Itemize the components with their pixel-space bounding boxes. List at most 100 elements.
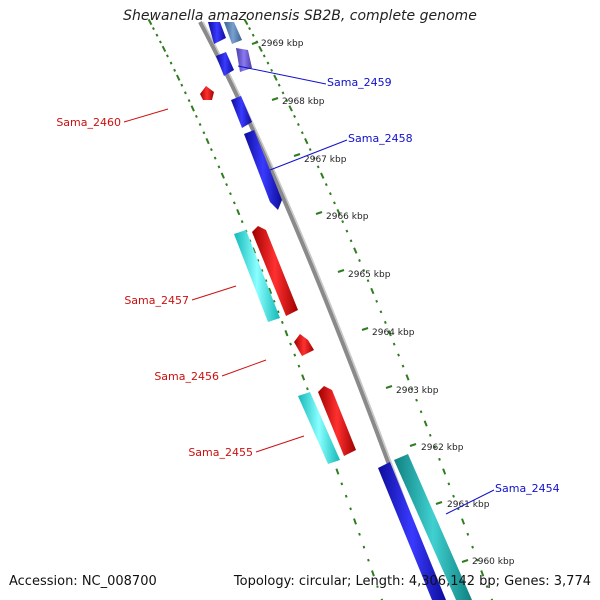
tick-mark <box>272 299 276 303</box>
tick-mark <box>284 330 289 337</box>
tick-mark <box>205 137 210 145</box>
tick-mark <box>471 545 474 549</box>
tick-mark <box>190 105 195 112</box>
tick-mark <box>277 83 281 87</box>
tick-mark <box>270 68 274 72</box>
tick-mark <box>452 494 455 498</box>
gene-forward-sama-2458[interactable] <box>244 130 282 210</box>
tick-mark <box>300 131 304 135</box>
kbp-label: 2969 kbp <box>261 39 304 49</box>
tick-mark <box>280 320 284 324</box>
gene-forward-sama-2458-a[interactable] <box>231 96 252 128</box>
tick-mark <box>333 201 336 205</box>
gene-forward-teal[interactable] <box>394 454 472 600</box>
gene-reverse-sama-2460[interactable] <box>200 86 214 100</box>
tick-mark <box>180 83 184 87</box>
gene-label-forward[interactable]: Sama_2454 <box>495 482 560 495</box>
tick-mark <box>371 570 375 577</box>
tick-mark <box>358 532 361 536</box>
tick-mark <box>285 99 289 103</box>
gene-reverse-sama-2457[interactable] <box>252 226 298 316</box>
gene-forward-steel[interactable] <box>224 22 242 44</box>
gene-label-forward[interactable]: Sama_2458 <box>348 132 413 145</box>
kbp-label: 2963 kbp <box>396 386 439 396</box>
tick-mark <box>387 330 392 337</box>
tick-mark <box>392 342 396 346</box>
tick-mark <box>161 45 167 53</box>
gene-label-reverse[interactable]: Sama_2457 <box>124 294 189 307</box>
gene-label-reverse[interactable]: Sama_2455 <box>188 446 253 459</box>
tick-mark <box>316 165 320 169</box>
kbp-label: 2966 kbp <box>326 212 369 222</box>
tick-mark <box>358 258 361 263</box>
tick-mark <box>183 91 187 95</box>
gene-forward-sama-2459[interactable] <box>216 52 234 76</box>
tick-mark <box>297 364 301 368</box>
tick-mark <box>490 598 494 600</box>
tick-mark <box>155 33 159 37</box>
tick-mark <box>289 342 292 346</box>
tick-mark <box>281 91 285 95</box>
tick-mark <box>187 99 191 103</box>
tick-mark <box>288 105 293 112</box>
tick-mark <box>225 183 229 187</box>
tick-mark <box>405 374 410 381</box>
kbp-label: 2961 kbp <box>447 500 490 510</box>
gene-label-forward[interactable]: Sama_2459 <box>327 76 392 89</box>
tick-mark <box>349 239 353 243</box>
tick-mark <box>260 269 264 272</box>
outer-tick-track <box>243 18 494 600</box>
gene-reverse-sama-2455[interactable] <box>318 386 356 456</box>
tick-mark <box>341 220 345 224</box>
accession-text: Accession: NC_008700 <box>9 574 157 589</box>
tick-mark <box>229 192 232 196</box>
tick-mark <box>266 61 270 65</box>
inner-tick-track <box>147 18 384 600</box>
tick-mark <box>217 165 221 169</box>
tick-mark <box>166 54 169 58</box>
tick-mark <box>466 532 470 536</box>
tick-mark <box>243 18 249 26</box>
tick-mark <box>349 507 352 511</box>
gene-label-reverse[interactable]: Sama_2456 <box>154 370 219 383</box>
tick-mark <box>175 74 181 81</box>
tick-mark <box>353 247 358 254</box>
tick-mark <box>335 468 340 475</box>
tick-mark <box>256 259 260 262</box>
tick-mark <box>152 27 155 31</box>
tick-mark <box>328 192 332 196</box>
tick-mark <box>370 287 375 295</box>
tick-mark <box>296 122 300 127</box>
tick-mark <box>232 201 236 205</box>
genome-summary-text: Topology: circular; Length: 4,306,142 bp… <box>233 574 591 589</box>
gene-label-reverse[interactable]: Sama_2460 <box>56 116 121 129</box>
tick-mark <box>312 156 316 160</box>
tick-mark <box>461 518 466 525</box>
tick-mark <box>340 482 344 486</box>
kbp-label: 2962 kbp <box>421 443 464 453</box>
tick-mark <box>442 468 447 475</box>
kbp-label: 2967 kbp <box>304 155 347 165</box>
tick-mark <box>262 54 266 58</box>
gene-rna-sama-2455[interactable] <box>298 392 340 464</box>
tick-mark <box>306 387 309 391</box>
tick-mark <box>419 410 423 414</box>
kbp-label: 2960 kbp <box>472 557 515 567</box>
gene-forward-sama-2454[interactable] <box>378 462 446 600</box>
gene-forward[interactable] <box>208 22 226 44</box>
gene-rna-sama-2457[interactable] <box>234 230 280 322</box>
tick-mark <box>375 299 379 303</box>
tick-mark <box>485 585 489 589</box>
tick-mark <box>447 482 451 486</box>
tick-mark <box>169 61 173 65</box>
tick-mark <box>301 374 306 381</box>
tick-mark <box>362 269 366 272</box>
tick-mark <box>383 320 387 324</box>
tick-mark <box>344 494 348 498</box>
tick-mark <box>236 209 241 216</box>
tick-mark <box>433 445 437 449</box>
gene-reverse-sama-2456[interactable] <box>294 334 314 356</box>
tick-mark <box>264 279 268 283</box>
tick-mark <box>173 68 177 72</box>
